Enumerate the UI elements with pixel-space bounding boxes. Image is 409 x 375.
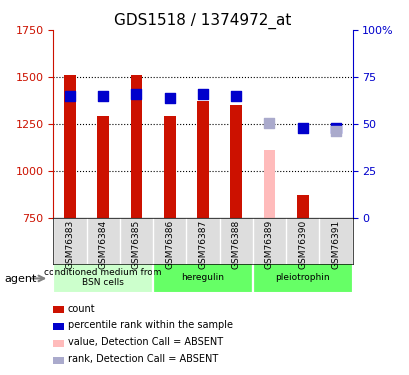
FancyBboxPatch shape bbox=[153, 262, 252, 292]
Text: agent: agent bbox=[4, 274, 36, 284]
Text: GSM76384: GSM76384 bbox=[99, 220, 108, 269]
Title: GDS1518 / 1374972_at: GDS1518 / 1374972_at bbox=[114, 12, 291, 28]
Bar bbox=[230, 105, 241, 218]
Bar bbox=[130, 75, 142, 217]
Text: count: count bbox=[67, 304, 95, 313]
Point bbox=[133, 91, 139, 97]
Point bbox=[265, 120, 272, 126]
Point bbox=[299, 124, 305, 130]
Text: GSM76384: GSM76384 bbox=[99, 220, 108, 269]
Text: GSM76383: GSM76383 bbox=[65, 220, 74, 269]
Bar bbox=[164, 116, 175, 218]
Point bbox=[199, 91, 206, 97]
FancyBboxPatch shape bbox=[53, 262, 153, 292]
Text: pleiotrophin: pleiotrophin bbox=[275, 273, 329, 282]
Bar bbox=[197, 101, 208, 217]
Bar bbox=[296, 195, 308, 217]
Text: GSM76387: GSM76387 bbox=[198, 220, 207, 269]
Text: GSM76388: GSM76388 bbox=[231, 220, 240, 269]
Bar bbox=[97, 116, 109, 218]
Text: GSM76391: GSM76391 bbox=[330, 220, 339, 269]
Text: GSM76383: GSM76383 bbox=[65, 220, 74, 269]
Text: GSM76391: GSM76391 bbox=[330, 220, 339, 269]
Point bbox=[166, 94, 173, 100]
Text: GSM76385: GSM76385 bbox=[132, 220, 141, 269]
Text: value, Detection Call = ABSENT: value, Detection Call = ABSENT bbox=[67, 338, 222, 347]
Text: GSM76387: GSM76387 bbox=[198, 220, 207, 269]
Text: GSM76388: GSM76388 bbox=[231, 220, 240, 269]
Text: GSM76390: GSM76390 bbox=[297, 220, 306, 269]
Text: GSM76389: GSM76389 bbox=[264, 220, 273, 269]
Text: GSM76386: GSM76386 bbox=[165, 220, 174, 269]
Point bbox=[232, 93, 239, 99]
Text: GSM76390: GSM76390 bbox=[297, 220, 306, 269]
FancyBboxPatch shape bbox=[252, 262, 352, 292]
Text: GSM76389: GSM76389 bbox=[264, 220, 273, 269]
Point bbox=[67, 93, 73, 99]
Bar bbox=[64, 75, 76, 217]
Point bbox=[332, 124, 338, 130]
Text: GSM76385: GSM76385 bbox=[132, 220, 141, 269]
Point bbox=[332, 128, 338, 134]
Text: rank, Detection Call = ABSENT: rank, Detection Call = ABSENT bbox=[67, 354, 217, 364]
Text: heregulin: heregulin bbox=[181, 273, 224, 282]
Text: GSM76386: GSM76386 bbox=[165, 220, 174, 269]
Text: percentile rank within the sample: percentile rank within the sample bbox=[67, 321, 232, 330]
Bar bbox=[263, 150, 274, 217]
Text: conditioned medium from
BSN cells: conditioned medium from BSN cells bbox=[44, 268, 162, 287]
Point bbox=[100, 93, 106, 99]
